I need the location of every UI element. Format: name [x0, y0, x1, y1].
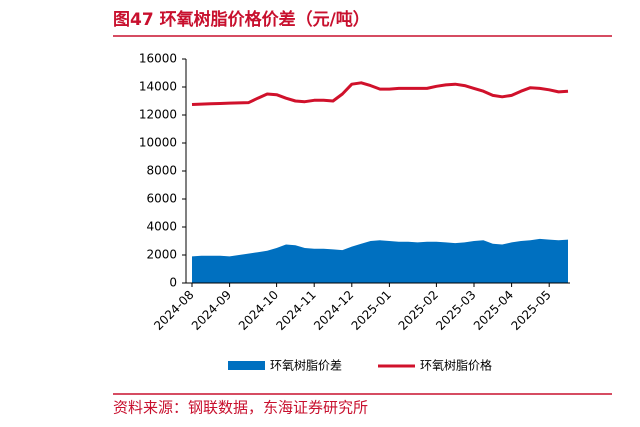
- y-tick-label: 4000: [146, 220, 177, 234]
- y-tick-label: 2000: [146, 248, 177, 262]
- x-tick-label: 2024-09: [189, 288, 234, 333]
- y-tick-label: 0: [169, 276, 177, 290]
- x-tick-label: 2024-10: [236, 288, 281, 333]
- y-tick-label: 6000: [146, 192, 177, 206]
- legend-label: 环氧树脂价格: [420, 358, 492, 373]
- legend-label: 环氧树脂价差: [270, 358, 342, 373]
- x-tick-label: 2024-11: [273, 288, 318, 333]
- x-tick-label: 2025-05: [508, 288, 553, 333]
- y-tick-label: 16000: [139, 52, 177, 66]
- x-tick-label: 2024-08: [151, 288, 196, 333]
- source: 资料来源：钢联数据，东海证券研究所: [113, 399, 368, 417]
- y-tick-label: 8000: [146, 164, 177, 178]
- x-tick-label: 2025-01: [349, 288, 394, 333]
- line: [191, 81, 569, 106]
- y-tick-label: 10000: [139, 136, 177, 150]
- x-tick-label: 2024-12: [311, 288, 356, 333]
- legend-swatch: [228, 361, 265, 370]
- chart-title: 图47 环氧树脂价格价差（元/吨）: [113, 9, 370, 30]
- y-tick-label: 14000: [139, 80, 177, 94]
- x-tick-label: 2025-03: [433, 288, 478, 333]
- y-tick-label: 12000: [139, 108, 177, 122]
- x-tick-label: 2025-02: [396, 288, 441, 333]
- area: [192, 238, 568, 283]
- x-tick-label: 2025-04: [471, 288, 516, 333]
